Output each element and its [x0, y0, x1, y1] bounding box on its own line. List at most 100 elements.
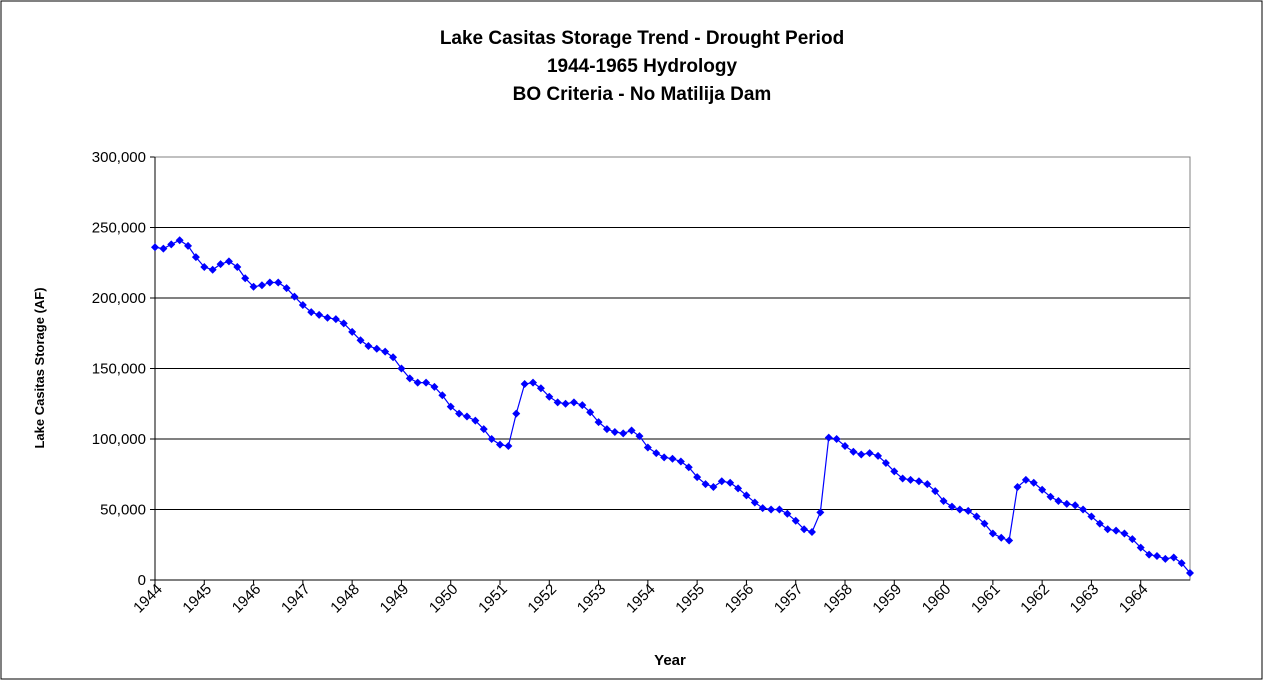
data-point — [874, 451, 883, 460]
data-point — [504, 442, 513, 451]
data-point — [1120, 529, 1129, 538]
data-point — [569, 398, 578, 407]
data-point — [216, 260, 225, 269]
data-point — [800, 525, 809, 534]
data-point — [274, 278, 283, 287]
data-point — [1005, 536, 1014, 545]
x-axis-title: Year — [654, 652, 686, 669]
data-point — [159, 244, 168, 253]
data-point — [1169, 553, 1178, 562]
data-point — [931, 487, 940, 496]
data-point — [594, 418, 603, 427]
data-point — [529, 378, 538, 387]
data-point — [315, 310, 324, 319]
data-point — [947, 502, 956, 511]
data-point — [446, 402, 455, 411]
data-point — [1021, 475, 1030, 484]
data-point — [265, 278, 274, 287]
data-point — [955, 505, 964, 514]
data-point — [151, 243, 159, 252]
data-point — [389, 353, 398, 362]
data-point — [364, 341, 373, 350]
data-point — [997, 533, 1006, 542]
data-point — [487, 435, 496, 443]
data-point — [750, 498, 759, 507]
data-point — [1186, 568, 1194, 577]
data-point — [758, 504, 767, 513]
data-point — [397, 364, 406, 373]
data-point — [717, 477, 726, 486]
data-point — [832, 435, 841, 443]
data-point — [1038, 485, 1047, 494]
data-point — [914, 477, 923, 486]
data-point — [520, 380, 529, 389]
data-point — [816, 508, 825, 517]
data-point — [693, 473, 702, 482]
data-point — [972, 512, 981, 521]
data-point — [1145, 550, 1154, 559]
data-point — [430, 382, 439, 391]
data-point — [881, 458, 890, 467]
data-point — [512, 409, 521, 418]
data-point — [184, 241, 193, 250]
data-point — [405, 374, 414, 383]
y-tick-label: 0 — [138, 572, 146, 589]
data-point — [496, 440, 504, 449]
data-point — [323, 313, 332, 322]
data-point — [898, 474, 907, 483]
data-point — [709, 482, 718, 491]
data-point — [668, 454, 677, 463]
data-point — [422, 378, 431, 387]
chart-subtitle: 1944-1965 Hydrology — [547, 56, 738, 77]
data-point — [208, 265, 217, 274]
data-point — [175, 236, 184, 245]
data-point — [841, 442, 849, 451]
y-tick-label: 100,000 — [92, 431, 146, 448]
data-point — [857, 450, 866, 459]
data-point — [586, 408, 595, 417]
data-point — [191, 253, 200, 262]
data-point — [1062, 499, 1071, 508]
data-point — [890, 467, 899, 476]
data-point — [1095, 519, 1104, 528]
data-point — [200, 262, 209, 271]
data-point — [438, 391, 447, 400]
data-point — [536, 384, 545, 393]
data-point — [742, 491, 751, 500]
data-point — [767, 505, 776, 514]
data-point — [1046, 492, 1055, 501]
y-tick-label: 300,000 — [92, 149, 146, 166]
data-point — [619, 429, 628, 438]
data-point — [783, 509, 792, 518]
data-point — [849, 447, 858, 456]
data-point — [906, 475, 915, 484]
data-point — [1103, 525, 1112, 534]
data-point — [1161, 554, 1170, 563]
data-point — [545, 392, 554, 401]
chart-subtitle: BO Criteria - No Matilija Dam — [513, 84, 772, 105]
y-tick-label: 250,000 — [92, 220, 146, 237]
data-point — [1177, 559, 1186, 568]
y-axis-title: Lake Casitas Storage (AF) — [32, 287, 47, 448]
data-point — [824, 433, 833, 442]
data-point — [726, 478, 735, 487]
data-point — [372, 344, 381, 353]
data-point — [1087, 512, 1096, 521]
y-tick-label: 50,000 — [100, 502, 146, 519]
data-point — [471, 416, 480, 425]
data-point — [553, 398, 562, 407]
data-point — [339, 319, 348, 328]
data-point — [676, 457, 685, 466]
data-point — [298, 301, 307, 310]
data-point — [413, 378, 422, 387]
data-point — [923, 480, 932, 489]
data-point — [241, 274, 250, 283]
data-point — [775, 505, 784, 514]
data-point — [1128, 535, 1137, 544]
data-point — [865, 449, 874, 458]
data-point — [348, 327, 357, 336]
data-point — [1029, 478, 1038, 487]
data-point — [331, 315, 340, 324]
data-point — [257, 281, 266, 290]
data-point — [455, 409, 464, 418]
